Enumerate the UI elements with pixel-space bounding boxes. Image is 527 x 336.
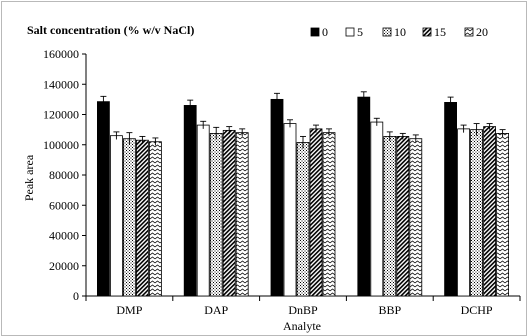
y-tick-label: 20000 [49, 259, 79, 273]
bar [370, 121, 384, 297]
bar [396, 136, 410, 297]
bar [357, 96, 371, 297]
bar [444, 102, 458, 297]
bar [309, 128, 323, 297]
bar [483, 126, 497, 297]
legend-label: 15 [434, 25, 446, 39]
bar [222, 129, 236, 297]
bar [409, 138, 423, 297]
bar [97, 101, 110, 297]
legend-label: 0 [322, 25, 328, 39]
bar [270, 98, 284, 297]
y-axis: 0 20000 40000 60000 80000 100000 120000 140000 1… [43, 47, 87, 303]
bar [209, 133, 223, 297]
legend-label: 20 [476, 25, 488, 39]
y-tick-label: 0 [73, 289, 79, 303]
bar [296, 142, 310, 297]
x-tick-label: DMP [116, 303, 142, 317]
bars [97, 91, 510, 297]
bar [135, 139, 149, 297]
legend-swatch [422, 27, 432, 37]
bar [322, 132, 336, 297]
y-tick-label: 140000 [43, 77, 79, 91]
legend-title: Salt concentration (% w/v NaCl) [27, 23, 194, 37]
bar [470, 129, 484, 297]
bar [496, 133, 510, 297]
legend-swatch [382, 27, 392, 37]
legend-swatch [345, 27, 355, 37]
bar [148, 141, 162, 297]
bar [457, 128, 471, 297]
legend-swatch [464, 27, 474, 37]
legend-swatch [310, 27, 320, 37]
x-tick-label: DnBP [288, 303, 318, 317]
y-tick-label: 160000 [43, 47, 79, 61]
y-tick-label: 120000 [43, 108, 79, 122]
bar [110, 135, 123, 297]
x-axis: DMP DAP DnBP BBP DCHP [85, 295, 521, 317]
legend: Salt concentration (% w/v NaCl) 0 5 10 15 20 [27, 23, 488, 39]
y-tick-label: 40000 [49, 229, 79, 243]
y-tick-label: 60000 [49, 198, 79, 212]
x-axis-title: Analyte [283, 319, 321, 333]
legend-label: 10 [394, 25, 406, 39]
bar [123, 138, 136, 297]
x-tick-label: BBP [378, 303, 401, 317]
bar [283, 123, 297, 297]
bar [235, 132, 249, 297]
x-tick-label: DCHP [461, 303, 493, 317]
legend-label: 5 [357, 25, 363, 39]
y-tick-label: 100000 [43, 138, 79, 152]
y-axis-title: Peak area [22, 154, 36, 201]
bar [196, 124, 210, 297]
y-tick-label: 80000 [49, 168, 79, 182]
bar [383, 136, 397, 297]
x-tick-label: DAP [204, 303, 228, 317]
bar [183, 105, 197, 297]
